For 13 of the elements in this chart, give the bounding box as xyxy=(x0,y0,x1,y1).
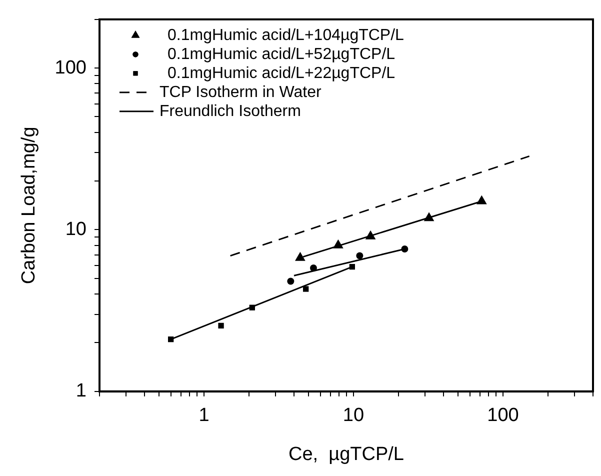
x-tick-label: 10 xyxy=(342,405,364,426)
y-tick-label: 100 xyxy=(54,57,86,78)
legend-label: TCP Isotherm in Water xyxy=(160,84,322,101)
legend-label: 0.1mgHumic acid/L+104µgTCP/L xyxy=(168,26,404,44)
x-tick-label: 100 xyxy=(487,405,519,426)
legend-label: 0.1mgHumic acid/L+22µgTCP/L xyxy=(168,64,396,82)
legend-label: Freundlich Isotherm xyxy=(160,102,301,120)
y-tick-label: 1 xyxy=(76,380,86,402)
y-axis-title: Carbon Load,mg/g xyxy=(18,126,40,284)
y-tick-label: 10 xyxy=(65,218,86,240)
legend-label: 0.1mgHumic acid/L+52µgTCP/L xyxy=(168,46,396,63)
x-tick-label: 1 xyxy=(198,405,210,426)
x-axis-title: Ce, µgTCP/L xyxy=(288,444,404,465)
